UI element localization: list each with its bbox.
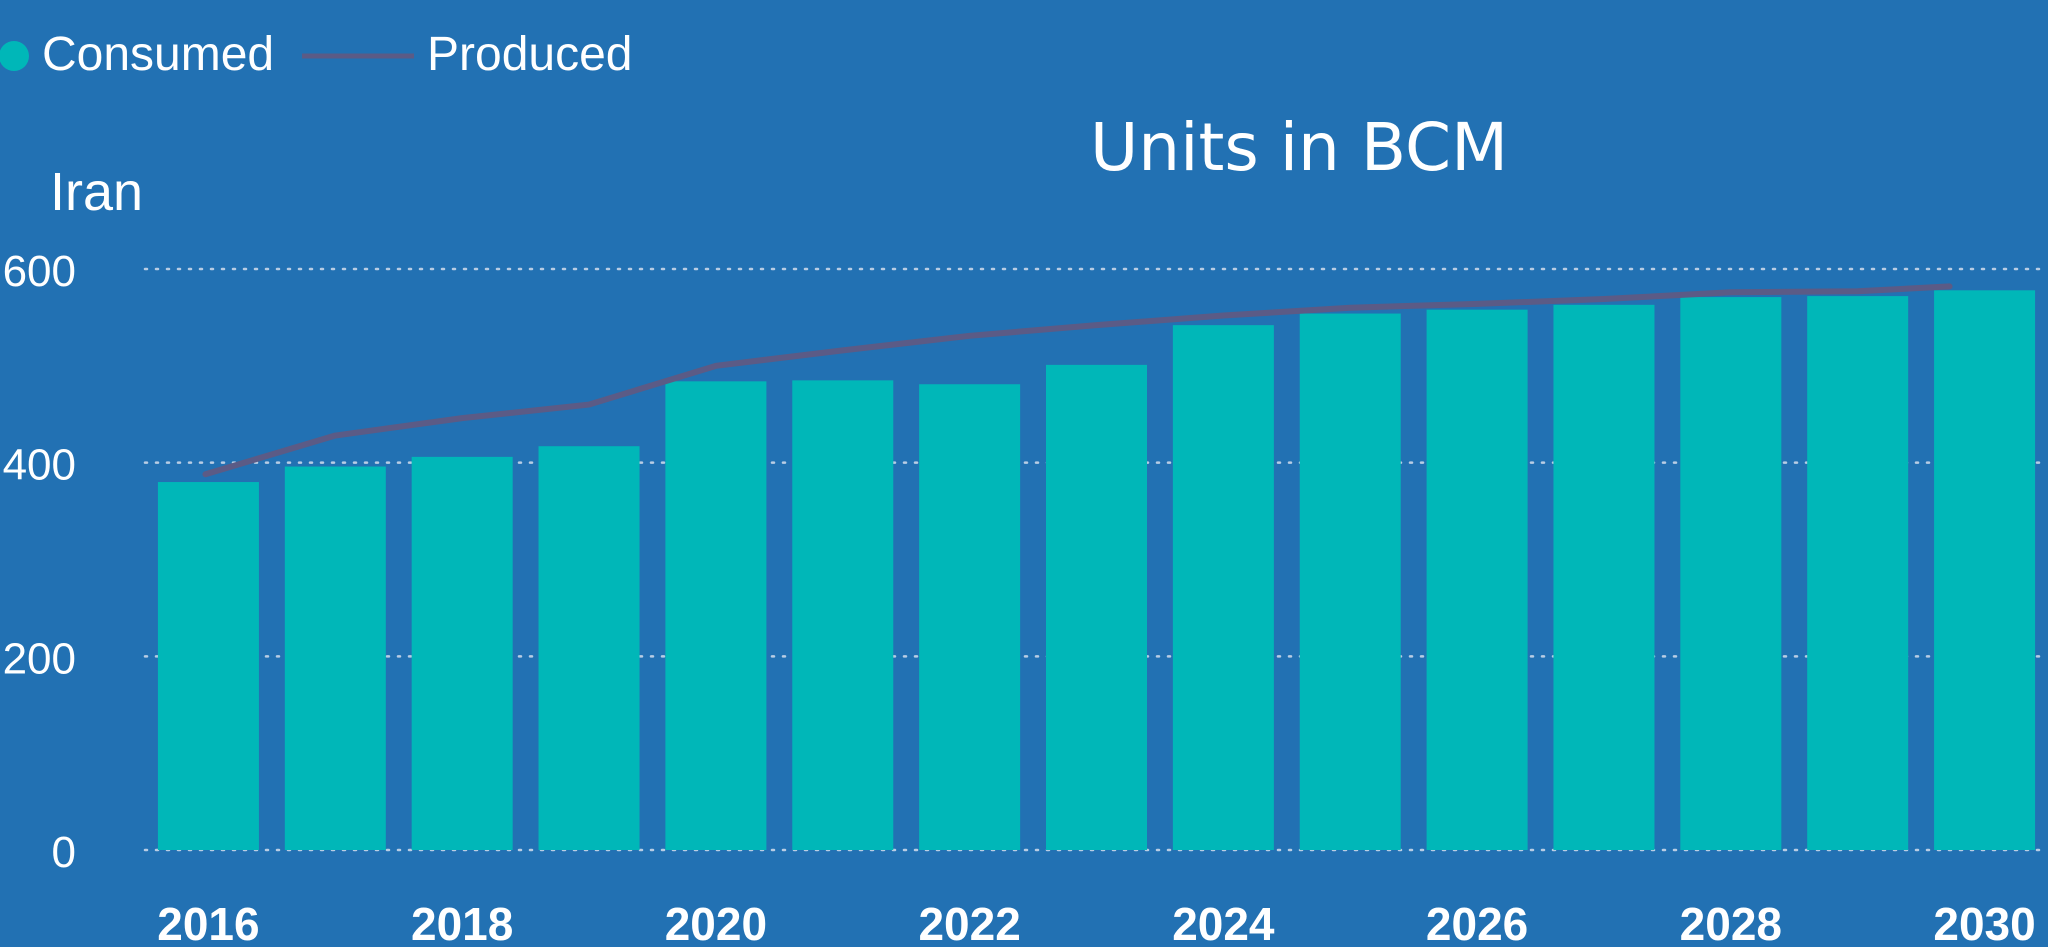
y-tick-label: 0 xyxy=(52,828,76,877)
consumed-bar-2020 xyxy=(665,381,767,850)
legend-consumed-label: Consumed xyxy=(42,28,274,81)
consumed-bar-2028 xyxy=(1680,297,1782,850)
x-tick-label: 2016 xyxy=(157,898,259,947)
consumed-bar-2030 xyxy=(1934,290,2036,850)
consumed-bar-2026 xyxy=(1426,309,1528,850)
consumed-bar-2024 xyxy=(1172,325,1274,850)
consumed-bar-2016 xyxy=(157,482,259,850)
legend-produced-label: Produced xyxy=(427,28,632,81)
produced-line xyxy=(202,283,1953,478)
y-tick-label: 400 xyxy=(3,441,76,490)
x-axis-tick-labels: 2016 2018 2020 2022 2024 2026 2028 2030 xyxy=(157,898,2035,947)
produced-line-series xyxy=(202,283,1953,478)
consumed-bar-2021 xyxy=(792,380,894,850)
y-axis-tick-labels: 0 200 400 600 xyxy=(3,247,76,877)
y-tick-label: 200 xyxy=(3,634,76,683)
legend-consumed-dot-icon xyxy=(0,41,29,71)
consumed-bars xyxy=(157,290,2036,850)
legend: Consumed Produced xyxy=(0,28,632,81)
consumed-bar-2017 xyxy=(284,466,386,850)
x-tick-label: 2024 xyxy=(1172,898,1275,947)
chart-title: Iran xyxy=(50,162,143,222)
consumed-bar-2027 xyxy=(1553,304,1655,850)
x-tick-label: 2020 xyxy=(665,898,767,947)
consumed-bar-2025 xyxy=(1299,313,1401,850)
chart-subtitle: Units in BCM xyxy=(1090,109,1508,186)
consumed-bar-2019 xyxy=(538,446,640,850)
x-tick-label: 2030 xyxy=(1933,898,2035,947)
consumed-bar-2023 xyxy=(1046,364,1147,850)
x-tick-label: 2018 xyxy=(411,898,513,947)
consumed-bar-2018 xyxy=(411,456,513,850)
consumed-bar-2022 xyxy=(919,384,1021,850)
x-tick-label: 2022 xyxy=(918,898,1020,947)
consumed-bar-2029 xyxy=(1807,296,1909,850)
x-tick-label: 2026 xyxy=(1426,898,1528,947)
y-tick-label: 600 xyxy=(3,247,76,296)
x-tick-label: 2028 xyxy=(1680,898,1782,947)
